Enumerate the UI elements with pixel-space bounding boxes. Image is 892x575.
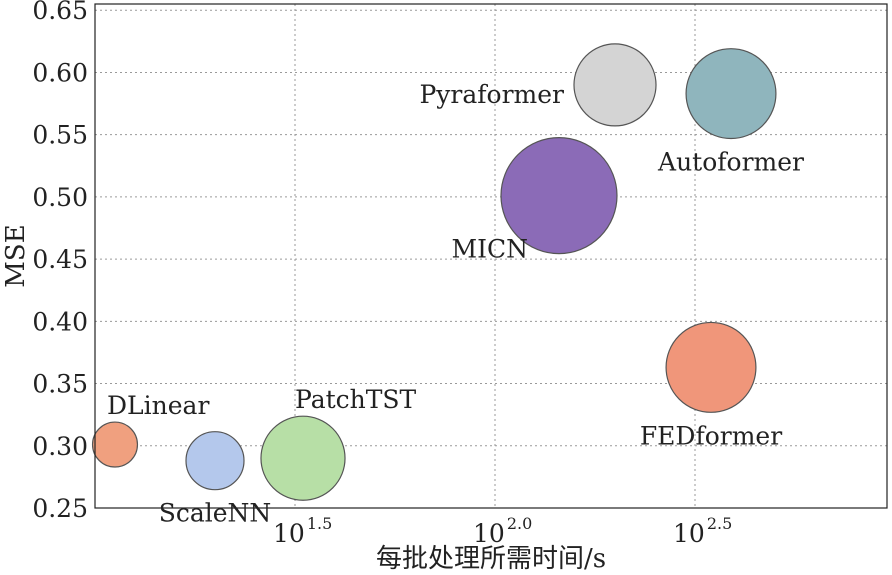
- label-fedformer: FEDformer: [640, 421, 782, 450]
- x-tick-label: 10 2.5: [673, 514, 732, 548]
- y-tick-label: 0.30: [32, 432, 88, 461]
- label-pyraformer: Pyraformer: [419, 80, 564, 109]
- x-tick-label: 10 1.5: [273, 514, 332, 548]
- y-tick-label: 0.55: [32, 121, 88, 150]
- label-patchtst: PatchTST: [295, 385, 417, 414]
- bubble-pyraformer[interactable]: [573, 43, 657, 127]
- label-scalenn: ScaleNN: [159, 499, 272, 528]
- y-tick-label: 0.25: [32, 494, 88, 523]
- y-tick-label: 0.60: [32, 58, 88, 87]
- y-tick-labels: 0.25 0.30 0.35 0.40 0.45 0.50 0.55 0.60 0.65: [32, 0, 88, 523]
- bubble-labels: DLinear ScaleNN PatchTST MICN Pyraformer Auto…: [107, 80, 804, 528]
- x-tick-labels: 10 1.5 10 2.0 10 2.5: [273, 514, 732, 548]
- bubbles: [91, 43, 777, 501]
- y-axis-title: MSE: [1, 224, 31, 287]
- x-axis-title: 每批处理所需时间/s: [376, 544, 606, 574]
- plot-frame: [94, 3, 888, 509]
- bubble-dlinear[interactable]: [91, 421, 139, 468]
- bubble-patchtst[interactable]: [260, 415, 346, 501]
- bubble-micn[interactable]: [500, 137, 618, 255]
- bubble-autoformer[interactable]: [685, 48, 777, 140]
- bubble-scalenn[interactable]: [185, 431, 245, 491]
- label-micn: MICN: [452, 235, 528, 264]
- y-tick-label: 0.50: [32, 183, 88, 212]
- bubble-fedformer[interactable]: [665, 321, 757, 413]
- y-tick-label: 0.65: [32, 0, 88, 25]
- label-autoformer: Autoformer: [657, 148, 804, 177]
- y-tick-label: 0.40: [32, 307, 88, 336]
- y-tick-label: 0.45: [32, 245, 88, 274]
- y-tick-label: 0.35: [32, 370, 88, 399]
- x-tick-label: 10 2.0: [473, 514, 532, 548]
- label-dlinear: DLinear: [107, 391, 209, 420]
